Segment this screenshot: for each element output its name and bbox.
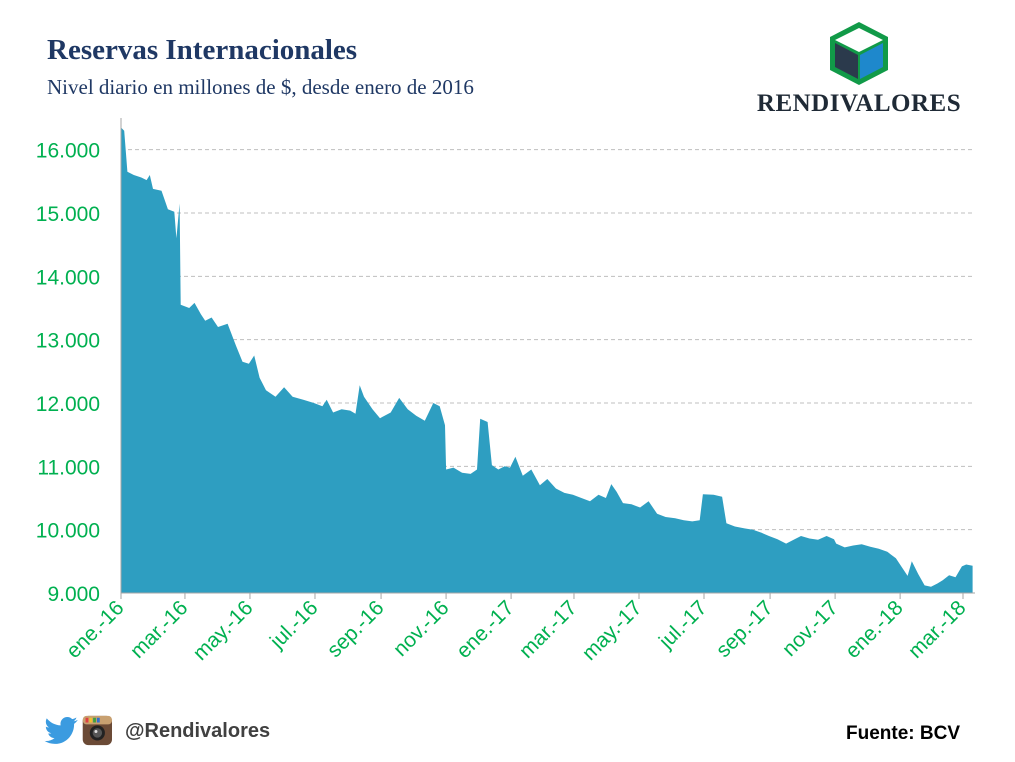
y-tick-label: 14.000 [36, 266, 100, 289]
logo-text: RENDIVALORES [756, 90, 962, 117]
x-tick-label: ene.-18 [841, 596, 908, 663]
y-tick-label: 9.000 [47, 583, 100, 606]
y-tick-label: 15.000 [36, 203, 100, 226]
y-tick-label: 13.000 [36, 330, 100, 353]
twitter-handle[interactable]: @Rendivalores [125, 720, 271, 742]
y-tick-label: 12.000 [36, 393, 100, 416]
x-tick-label: may.-17 [578, 596, 647, 665]
chart-subtitle: Nivel diario en millones de $, desde ene… [47, 75, 474, 99]
x-tick-label: nov.-17 [778, 596, 843, 661]
y-tick-label: 16.000 [36, 140, 100, 163]
x-tick-label: sep.-16 [323, 596, 389, 662]
source-label: Fuente: BCV [846, 723, 960, 744]
axes [120, 118, 975, 594]
x-tick-label: ene.-17 [452, 596, 519, 663]
y-tick-labels: 9.000 10.000 11.000 12.000 13.000 14.000 15.00… [36, 140, 100, 606]
x-tick-label: mar.-16 [126, 596, 193, 663]
x-tick-label: sep.-17 [712, 596, 778, 662]
series-area [121, 127, 973, 593]
y-tick-label: 10.000 [36, 520, 100, 543]
cube-logo-icon [830, 22, 888, 85]
x-tick-label: mar.-17 [515, 596, 582, 663]
x-tick-label: nov.-16 [389, 596, 454, 661]
rendivalores-logo: RENDIVALORES [748, 20, 970, 120]
twitter-icon [44, 717, 78, 744]
x-tick-label: mar.-18 [904, 596, 971, 663]
instagram-icon [82, 715, 112, 746]
x-tick-label: ene.-16 [62, 596, 129, 663]
y-tick-label: 11.000 [37, 456, 100, 479]
social-icons [44, 715, 112, 746]
x-tick-label: may.-16 [189, 596, 258, 665]
x-tick-label: jul.-17 [654, 596, 711, 653]
x-tick-label: jul.-16 [265, 596, 322, 653]
chart-title: Reservas Internacionales [47, 34, 358, 66]
